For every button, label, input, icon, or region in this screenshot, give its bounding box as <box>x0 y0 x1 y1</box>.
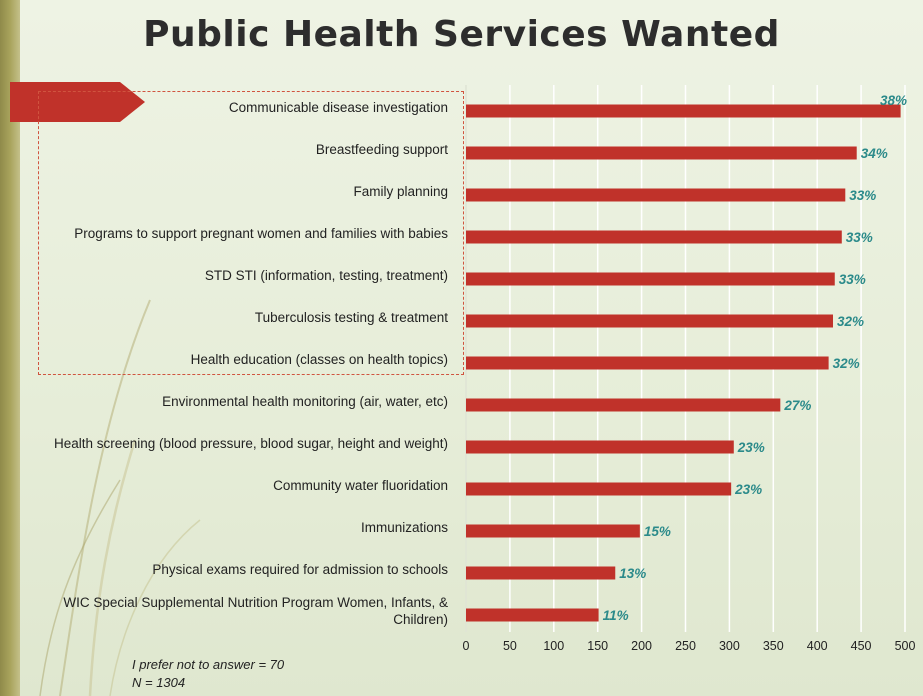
bar-data-label: 27% <box>783 398 811 413</box>
x-tick-label: 300 <box>719 639 740 653</box>
category-label: Family planning <box>353 183 448 199</box>
category-label: Tuberculosis testing & treatment <box>254 309 448 325</box>
bar-data-label: 32% <box>833 356 860 371</box>
category-label: Breastfeeding support <box>315 141 448 157</box>
x-tick-label: 100 <box>543 639 564 653</box>
category-label: Immunizations <box>360 519 448 535</box>
x-tick-label: 350 <box>763 639 784 653</box>
bar-data-label: 15% <box>644 524 671 539</box>
category-label: Environmental health monitoring (air, wa… <box>162 393 448 409</box>
x-tick-label: 400 <box>807 639 828 653</box>
x-tick-label: 200 <box>631 639 652 653</box>
x-tick-label: 50 <box>503 639 517 653</box>
arrow-banner-icon <box>10 82 145 122</box>
bar <box>466 230 842 244</box>
x-tick-label: 450 <box>851 639 872 653</box>
category-label: WIC Special Supplemental Nutrition Progr… <box>63 595 448 627</box>
bar <box>466 272 835 286</box>
x-tick-label: 500 <box>895 639 916 653</box>
category-label: Health education (classes on health topi… <box>190 351 448 367</box>
category-label: STD STI (information, testing, treatment… <box>204 267 448 283</box>
bar <box>466 566 616 580</box>
bar <box>466 356 829 370</box>
bar-data-label: 13% <box>619 566 646 581</box>
bar <box>466 188 846 202</box>
bar <box>466 398 781 412</box>
category-label: Programs to support pregnant women and f… <box>74 225 448 241</box>
bar-data-label: 23% <box>734 482 762 497</box>
x-tick-label: 0 <box>463 639 470 653</box>
bar <box>466 524 640 538</box>
footnote-prefer-not: I prefer not to answer = 70 <box>132 657 285 672</box>
bar <box>466 104 901 118</box>
top-items-highlight-box <box>38 91 464 375</box>
bar-data-label: 32% <box>837 314 864 329</box>
chart-title: Public Health Services Wanted <box>143 14 780 55</box>
footnote-sample-size: N = 1304 <box>132 675 186 690</box>
bar-data-label: 33% <box>849 188 876 203</box>
category-label: Health screening (blood pressure, blood … <box>54 435 448 451</box>
bar <box>466 608 599 622</box>
category-label: Communicable disease investigation <box>228 99 448 115</box>
x-tick-label: 150 <box>587 639 608 653</box>
bar-data-label: 38% <box>880 93 907 108</box>
bar <box>466 146 857 160</box>
category-label: Community water fluoridation <box>273 477 448 493</box>
left-decorative-stripe <box>0 0 20 696</box>
category-label: Physical exams required for admission to… <box>152 561 448 577</box>
x-tick-label: 250 <box>675 639 696 653</box>
bar-data-label: 23% <box>737 440 765 455</box>
bar <box>466 314 834 328</box>
bar <box>466 482 732 496</box>
bar <box>466 440 734 454</box>
bar-data-label: 33% <box>839 272 866 287</box>
bar-data-label: 11% <box>603 608 629 623</box>
bar-data-label: 33% <box>846 230 873 245</box>
bar-data-label: 34% <box>861 146 888 161</box>
